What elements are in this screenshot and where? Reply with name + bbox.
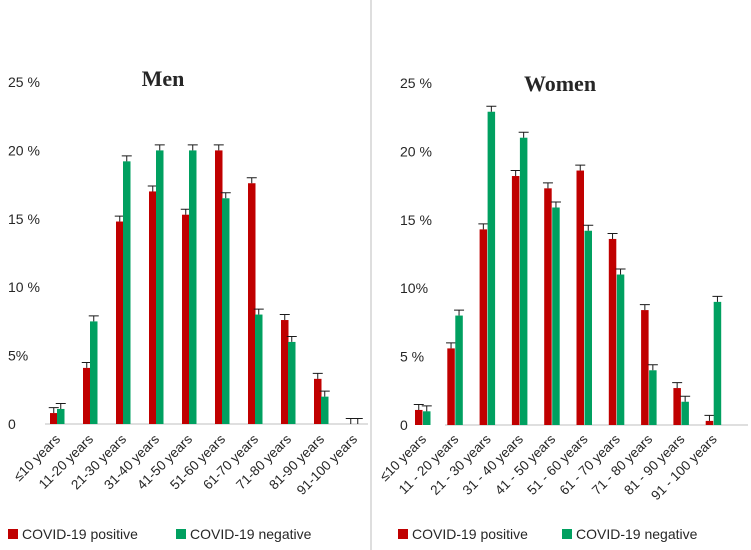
bar: [314, 378, 322, 424]
bar: [479, 229, 488, 425]
bar: [50, 413, 58, 424]
bar: [57, 408, 65, 424]
y-tick-label: 20 %: [400, 143, 432, 159]
y-tick-label: 15 %: [400, 212, 432, 228]
error-bar: [583, 224, 594, 231]
y-tick-label: 25 %: [400, 75, 432, 91]
error-bar: [542, 182, 553, 189]
legend-label: COVID-19 positive: [412, 526, 528, 542]
error-bar: [319, 390, 330, 397]
error-bar: [246, 177, 257, 184]
bar: [584, 230, 592, 425]
bar: [681, 401, 689, 425]
error-bar: [704, 414, 715, 421]
y-tick-label: 20 %: [8, 142, 40, 158]
y-tick-label: 15 %: [8, 211, 40, 227]
bar: [182, 214, 190, 424]
error-bar: [672, 382, 683, 389]
bar: [415, 409, 423, 425]
error-bar: [413, 403, 424, 410]
y-tick-label: 0: [400, 417, 408, 433]
bar: [281, 320, 289, 424]
bar: [447, 348, 455, 425]
bar: [641, 310, 649, 425]
error-bar: [121, 155, 132, 162]
bar: [487, 111, 496, 425]
error-bar: [312, 372, 323, 379]
error-bar: [550, 201, 561, 208]
error-bar: [88, 315, 99, 322]
error-bar: [454, 309, 465, 316]
bar: [189, 150, 197, 424]
bar: [116, 221, 124, 424]
error-bar: [607, 232, 618, 239]
chart-title: Women: [524, 71, 596, 96]
bar: [423, 411, 431, 425]
bar: [608, 238, 617, 425]
error-bar: [575, 164, 586, 171]
error-bar: [220, 192, 231, 199]
error-bar: [213, 144, 224, 151]
bar: [705, 420, 714, 425]
error-bar: [279, 314, 290, 321]
y-tick-label: 10 %: [8, 279, 40, 295]
legend-label: COVID-19 negative: [576, 526, 698, 542]
error-bar: [647, 364, 658, 371]
error-bar: [345, 418, 356, 424]
error-bar: [478, 223, 489, 230]
bar: [83, 367, 91, 424]
error-bar: [712, 295, 723, 302]
bar: [455, 315, 463, 425]
bar: [123, 161, 131, 424]
error-bar: [639, 304, 650, 311]
bar: [222, 198, 230, 424]
bar: [215, 150, 223, 424]
chart-title: Men: [142, 66, 185, 91]
bar: [519, 137, 528, 425]
y-tick-label: 25 %: [8, 74, 40, 90]
bar: [90, 321, 98, 424]
error-bar: [187, 144, 198, 151]
error-bar: [253, 308, 264, 315]
error-bar: [286, 335, 297, 342]
bar: [288, 341, 296, 424]
bar: [616, 274, 625, 425]
error-bar: [154, 144, 165, 151]
bar: [248, 183, 256, 424]
bar: [544, 188, 552, 425]
bar: [673, 388, 681, 425]
error-bar: [446, 342, 457, 349]
error-bar: [615, 268, 626, 275]
y-tick-label: 5 %: [400, 349, 424, 365]
error-bar: [55, 402, 66, 409]
legend-swatch: [398, 529, 408, 539]
error-bar: [421, 405, 432, 412]
error-bar: [48, 407, 59, 414]
bar: [321, 396, 329, 424]
error-bar: [486, 105, 497, 112]
legend-swatch: [562, 529, 572, 539]
bar: [713, 301, 722, 425]
legend-label: COVID-19 negative: [190, 526, 312, 542]
error-bar: [510, 170, 521, 177]
legend-label: COVID-19 positive: [22, 526, 138, 542]
bar: [255, 314, 263, 424]
y-tick-label: 0: [8, 416, 16, 432]
legend-swatch: [8, 529, 18, 539]
error-bar: [680, 395, 691, 402]
bar: [511, 176, 520, 425]
bar: [552, 207, 560, 425]
bar: [576, 170, 584, 425]
bar: [649, 370, 657, 425]
y-tick-label: 5%: [8, 348, 28, 364]
bar: [156, 150, 164, 424]
error-bar: [518, 131, 529, 138]
bar: [149, 191, 157, 424]
y-tick-label: 10%: [400, 280, 428, 296]
error-bar: [352, 418, 363, 424]
legend-swatch: [176, 529, 186, 539]
